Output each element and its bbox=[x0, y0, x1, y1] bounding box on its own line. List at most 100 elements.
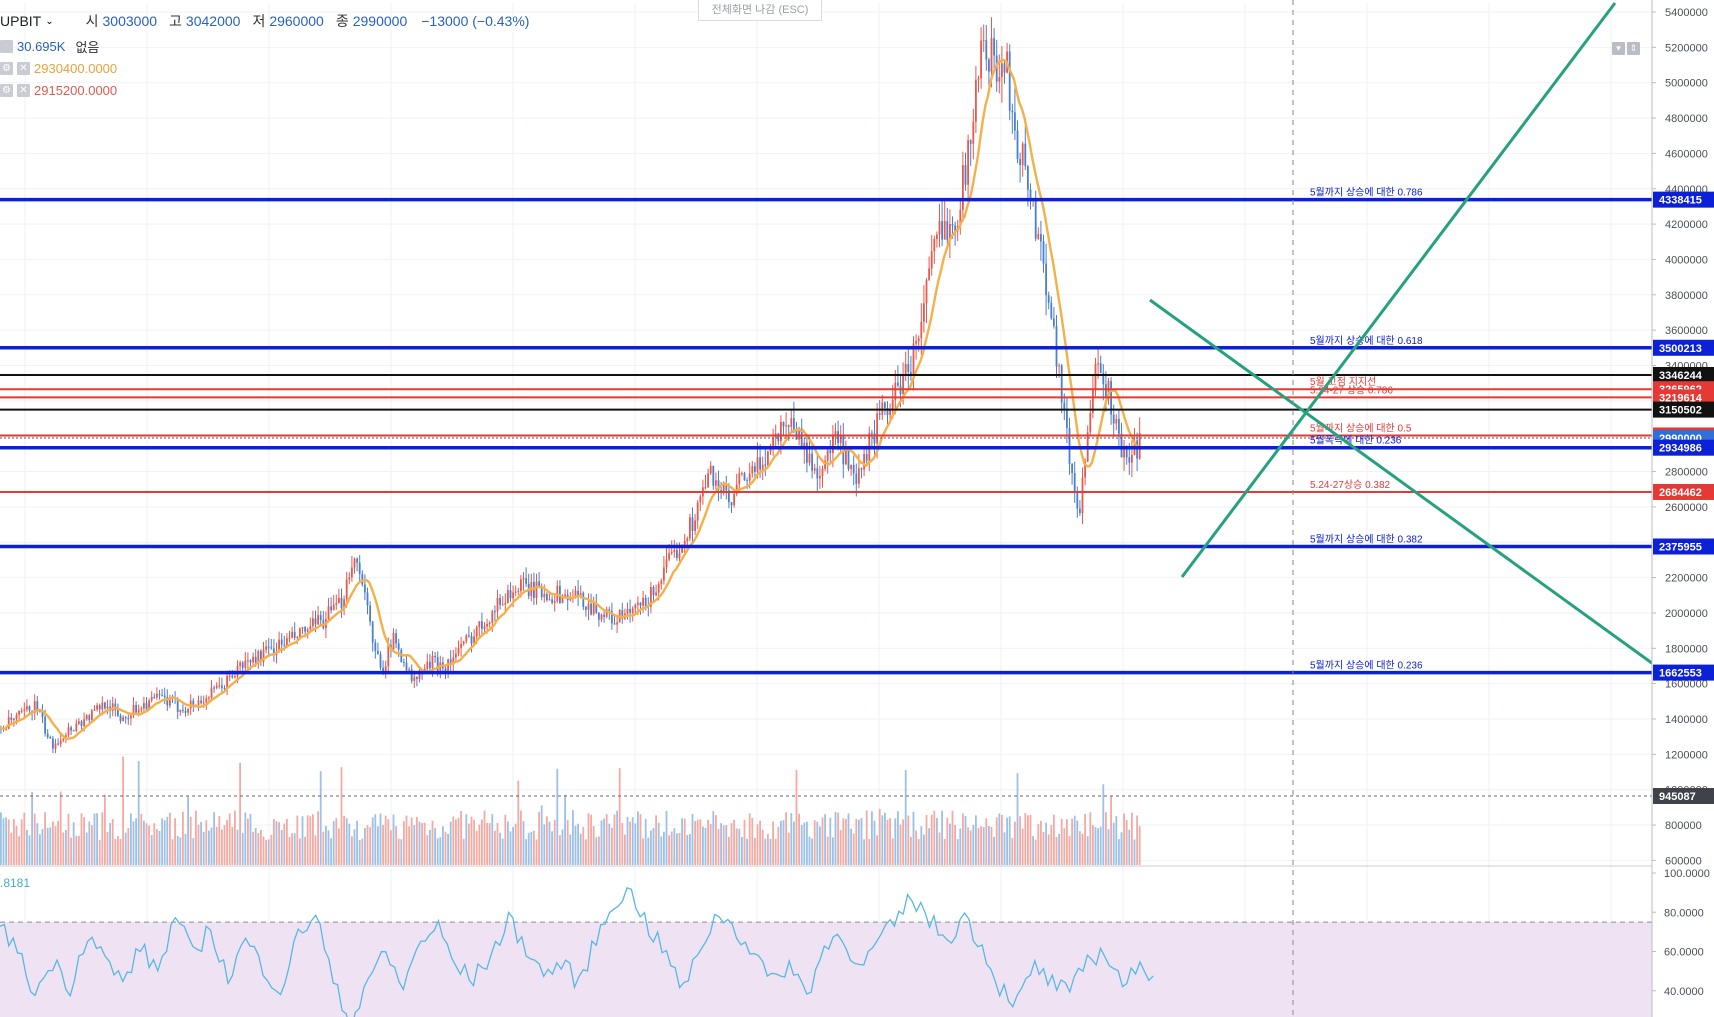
candle-body bbox=[819, 475, 821, 479]
close-icon[interactable]: ✕ bbox=[17, 83, 30, 97]
volume-bar bbox=[221, 829, 223, 865]
volume-bar bbox=[423, 822, 426, 865]
candle-body bbox=[1123, 447, 1125, 458]
close-icon[interactable]: ✕ bbox=[17, 61, 30, 75]
volume-bar bbox=[676, 833, 678, 865]
volume-bar bbox=[1014, 821, 1016, 865]
volume-bar bbox=[405, 815, 408, 865]
candle-body bbox=[681, 546, 683, 553]
volume-bar bbox=[1115, 816, 1118, 865]
volume-bar bbox=[455, 819, 457, 865]
volume-bar bbox=[49, 827, 52, 865]
volume-bar bbox=[933, 810, 936, 865]
volume-bar bbox=[23, 812, 26, 865]
volume-bar bbox=[478, 824, 481, 865]
candle-body bbox=[49, 737, 52, 739]
volume-bar bbox=[202, 831, 205, 865]
volume-bar bbox=[117, 836, 119, 865]
candle-body bbox=[860, 468, 863, 470]
volume-bar bbox=[590, 814, 592, 865]
volume-bar bbox=[910, 837, 912, 865]
candle-body bbox=[600, 614, 603, 620]
settings-icon[interactable]: ⚙ bbox=[0, 61, 13, 75]
volume-bar bbox=[182, 811, 184, 865]
volume-bar bbox=[842, 818, 845, 865]
volume-bar bbox=[665, 810, 668, 865]
candle-body bbox=[351, 567, 353, 578]
volume-bar bbox=[954, 825, 956, 865]
candle-body bbox=[579, 592, 582, 597]
eye-icon[interactable] bbox=[0, 39, 13, 53]
volume-bar bbox=[1138, 826, 1141, 865]
candle-body bbox=[951, 224, 954, 226]
candle-body bbox=[829, 450, 832, 454]
minimize-pane-icon[interactable]: ▾ bbox=[1612, 42, 1625, 55]
candle-body bbox=[163, 695, 166, 698]
candle-body bbox=[330, 606, 332, 611]
trendline bbox=[1149, 298, 1714, 710]
volume-bar bbox=[356, 820, 358, 865]
axis-tick-label: 5000000 bbox=[1665, 78, 1708, 90]
volume-bar bbox=[260, 829, 262, 865]
candle-body bbox=[611, 610, 613, 624]
volume-bar bbox=[769, 838, 772, 865]
candle-body bbox=[481, 621, 483, 629]
volume-bar bbox=[1089, 812, 1092, 865]
volume-bar bbox=[650, 830, 652, 865]
candle-body bbox=[889, 410, 891, 416]
candle-body bbox=[317, 615, 319, 625]
level-badge bbox=[1653, 664, 1714, 681]
volume-bar bbox=[878, 808, 881, 865]
volume-bar bbox=[249, 813, 252, 865]
rsi-band bbox=[0, 922, 1652, 1017]
volume-bar bbox=[442, 826, 444, 865]
candle-body bbox=[959, 209, 962, 227]
candle-body bbox=[1128, 457, 1131, 463]
volume-bar bbox=[873, 820, 876, 865]
volume-bar bbox=[712, 811, 715, 865]
settings-icon[interactable]: ⚙ bbox=[0, 83, 13, 97]
candle-body bbox=[343, 599, 345, 609]
volume-bar bbox=[348, 823, 351, 865]
candle-body bbox=[1008, 51, 1011, 111]
volume-bar bbox=[546, 816, 548, 865]
candle-body bbox=[1037, 234, 1040, 239]
volume-bar bbox=[132, 821, 135, 865]
volume-bar bbox=[803, 822, 806, 865]
volume-bar bbox=[637, 811, 639, 865]
volume-bar bbox=[72, 822, 75, 865]
volume-bar bbox=[525, 839, 527, 865]
level-badge-label: 2684462 bbox=[1659, 487, 1702, 499]
candle-body bbox=[7, 717, 10, 729]
volume-bar bbox=[345, 818, 348, 865]
candle-body bbox=[192, 700, 195, 706]
volume-bar bbox=[845, 818, 847, 865]
volume-bar bbox=[889, 818, 891, 865]
volume-bar bbox=[1008, 816, 1011, 865]
volume-bar bbox=[59, 791, 62, 865]
candle-body bbox=[1021, 143, 1024, 165]
candle-body bbox=[1073, 472, 1076, 493]
volume-bar bbox=[187, 796, 189, 865]
candle-body bbox=[460, 643, 462, 648]
volume-bar bbox=[592, 826, 595, 865]
exchange-name[interactable]: UPBIT bbox=[0, 13, 42, 29]
candle-body bbox=[319, 615, 322, 621]
level-note: 5월까지 상승에 대한 0.786 bbox=[1310, 187, 1423, 199]
volume-bar bbox=[252, 831, 254, 865]
exit-fullscreen-button[interactable]: 전체화면 나감 (ESC) bbox=[698, 0, 822, 21]
volume-bar bbox=[171, 839, 174, 865]
volume-bar bbox=[598, 836, 600, 865]
candle-body bbox=[735, 484, 738, 494]
volume-bar bbox=[993, 836, 995, 865]
chevron-down-icon[interactable]: ⌄ bbox=[45, 15, 54, 27]
candle-body bbox=[309, 626, 312, 630]
candle-body bbox=[52, 738, 54, 749]
volume-bar bbox=[426, 835, 429, 865]
volume-bar bbox=[83, 817, 85, 865]
candle-body bbox=[694, 520, 696, 531]
maximize-pane-icon[interactable]: ⇕ bbox=[1627, 42, 1640, 55]
candle-body bbox=[1138, 432, 1141, 459]
volume-bar bbox=[421, 822, 423, 865]
